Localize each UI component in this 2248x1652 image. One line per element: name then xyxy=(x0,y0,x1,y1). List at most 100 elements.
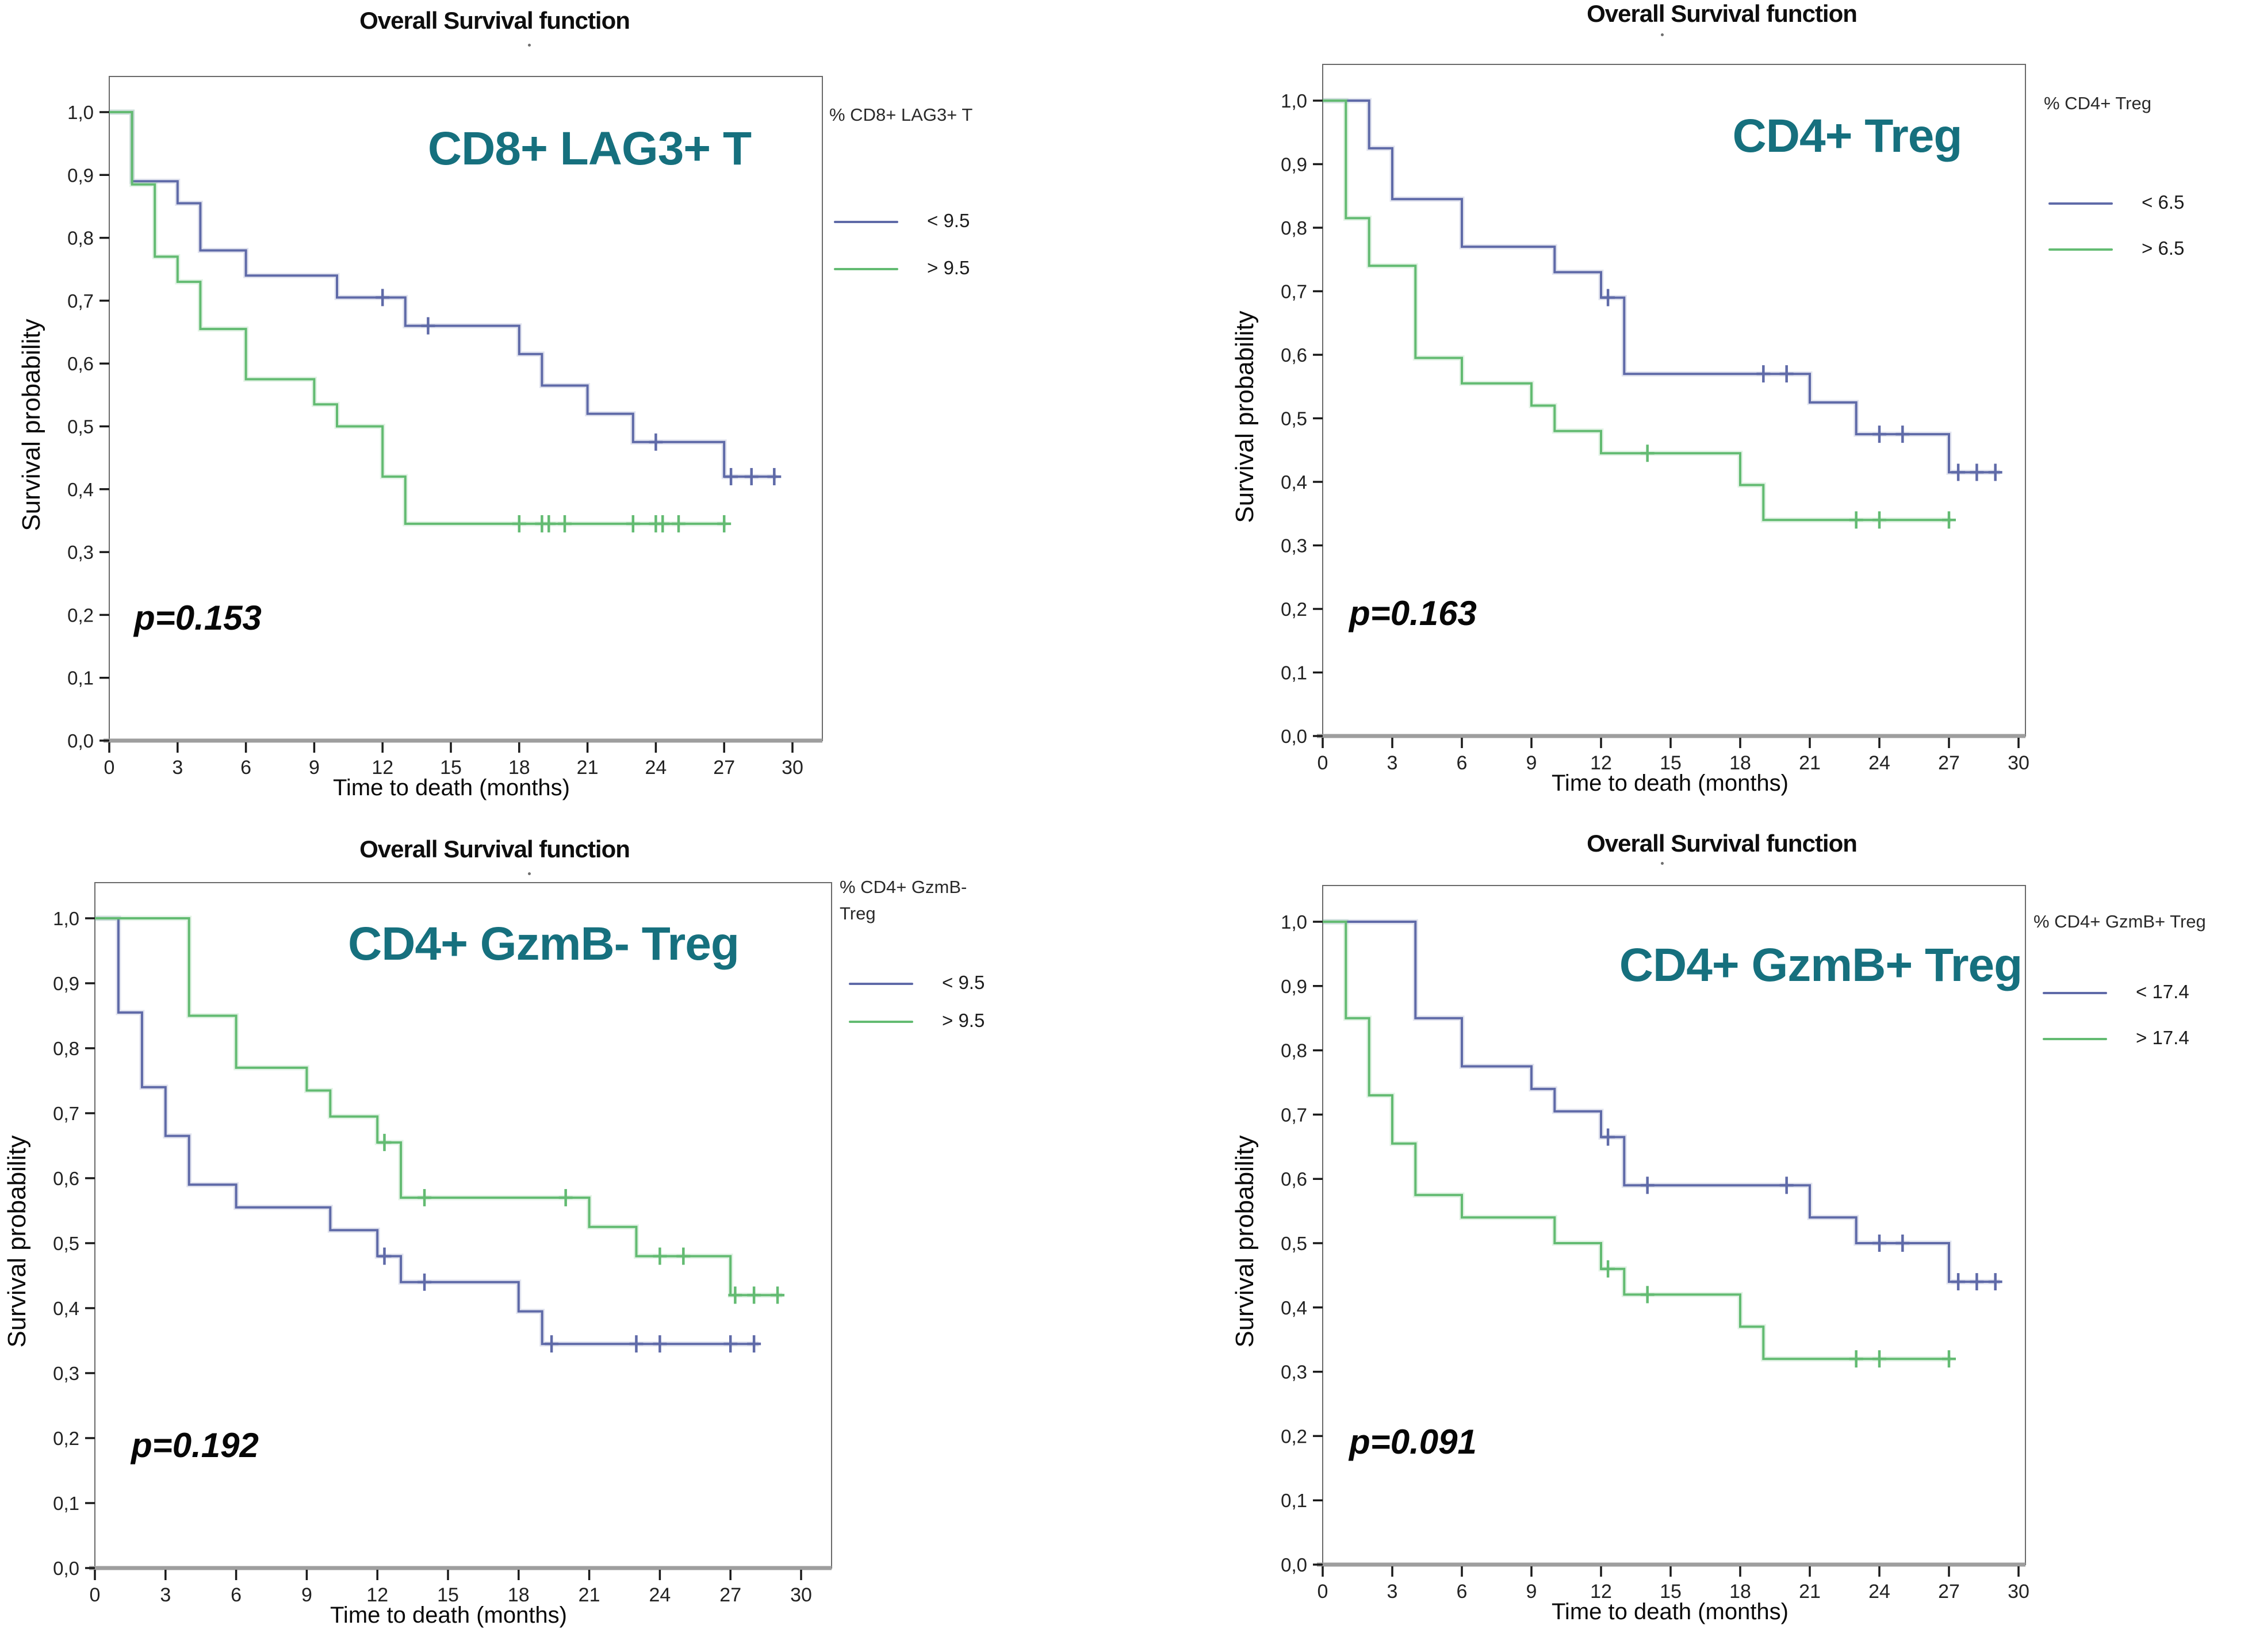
censor-mark-green xyxy=(672,515,685,532)
x-tick-label: 18 xyxy=(1729,1581,1751,1603)
y-tick-label: 0,2 xyxy=(1281,599,1307,620)
x-tick-label: 0 xyxy=(1318,1581,1328,1603)
censor-mark-green xyxy=(1849,511,1863,529)
km-plot: 0,0 0,1 0,2 0,3 0,4 0,5 0,6 0,7 0,8 0,9 1,0 0 3 6 9 12 1… xyxy=(1281,885,2029,1603)
censor-mark-blue xyxy=(1951,463,1966,481)
censor-mark-green xyxy=(1640,1286,1655,1304)
x-tick-label: 12 xyxy=(1590,1581,1612,1603)
legend-line-sample-blue xyxy=(849,983,913,985)
plot-frame xyxy=(1322,64,2026,737)
x-tick-label: 21 xyxy=(1799,1581,1821,1603)
y-tick-label: 0,8 xyxy=(1281,1040,1307,1061)
y-tick-label: 0,3 xyxy=(1281,535,1307,557)
km-curve-blue xyxy=(109,111,777,478)
artifact-dot xyxy=(1661,33,1664,36)
survival-panel-cd4-treg: Overall Survival function 0,0 0,1 0,2 0,3 0,… xyxy=(1124,0,2247,826)
y-tick-label: 0,9 xyxy=(1281,154,1307,175)
censor-mark-blue xyxy=(744,467,759,485)
y-tick-label: 0,0 xyxy=(1281,1554,1307,1576)
panel-label: CD8+ LAG3+ T xyxy=(427,122,752,175)
legend-line-sample-green xyxy=(2048,248,2113,251)
censor-mark-green xyxy=(1601,1260,1615,1278)
p-value-text: p=0.091 xyxy=(1349,1423,1477,1461)
x-tick-label: 12 xyxy=(372,757,393,779)
x-tick-label: 27 xyxy=(719,1584,741,1606)
censor-mark-blue xyxy=(1988,1273,2002,1291)
plot-frame xyxy=(109,76,823,741)
y-tick-label: 0,9 xyxy=(53,973,79,994)
censor-mark-blue xyxy=(1872,426,1886,443)
legend-entry-label: > 9.5 xyxy=(927,257,970,278)
x-tick-label: 9 xyxy=(301,1584,312,1606)
y-tick-label: 0,5 xyxy=(1281,1233,1307,1254)
x-tick-label: 0 xyxy=(1318,752,1328,774)
x-tick-label: 21 xyxy=(577,757,599,779)
y-tick-label: 0,7 xyxy=(1281,281,1307,302)
y-tick-label: 0,0 xyxy=(67,730,94,752)
y-tick-label: 0,2 xyxy=(1281,1425,1307,1447)
censor-mark-blue xyxy=(723,1335,738,1353)
y-tick-label: 0,6 xyxy=(53,1168,79,1189)
chart-title: Overall Survival function xyxy=(359,835,630,863)
survival-panel-cd8-lag3: Overall Survival function 0,0 0,1 0,2 0,3 0,… xyxy=(0,0,1124,826)
y-tick-label: 0,7 xyxy=(53,1103,79,1124)
x-tick-label: 15 xyxy=(440,757,462,779)
y-tick-label: 0,6 xyxy=(1281,344,1307,366)
censor-mark-green xyxy=(653,1247,667,1265)
x-tick-label: 15 xyxy=(1660,1581,1682,1603)
artifact-dot xyxy=(528,44,531,47)
legend-title: % CD4+ GzmB+ Treg xyxy=(2033,911,2206,932)
censor-mark-blue xyxy=(724,467,738,485)
censor-mark-blue xyxy=(653,1335,667,1353)
censor-mark-green xyxy=(747,1286,761,1304)
y-tick-label: 0,3 xyxy=(53,1363,79,1384)
y-tick-label: 0,2 xyxy=(67,604,94,626)
x-tick-label: 24 xyxy=(1868,752,1890,774)
x-axis-title: Time to death (months) xyxy=(1551,771,1789,796)
legend-title: % CD8+ LAG3+ T xyxy=(829,105,973,125)
censor-mark-blue xyxy=(1872,1235,1886,1252)
x-tick-label: 15 xyxy=(437,1584,459,1606)
y-tick-label: 0,4 xyxy=(1281,1297,1307,1318)
censor-mark-green xyxy=(512,515,526,532)
censor-mark-blue xyxy=(1951,1273,1966,1291)
censor-mark-green xyxy=(656,515,670,532)
artifact-dot xyxy=(528,872,531,875)
y-tick-label: 0,6 xyxy=(1281,1168,1307,1190)
y-tick-label: 0,8 xyxy=(53,1038,79,1059)
y-tick-label: 0,1 xyxy=(1281,662,1307,684)
censor-mark-blue xyxy=(377,1247,392,1265)
x-tick-label: 15 xyxy=(1660,752,1682,774)
censor-mark-blue xyxy=(418,1273,432,1291)
y-tick-label: 0,5 xyxy=(67,416,94,438)
km-plot: 0,0 0,1 0,2 0,3 0,4 0,5 0,6 0,7 0,8 0,9 1,0 0 3 6 9 12 1… xyxy=(67,76,823,779)
km-plot: 0,0 0,1 0,2 0,3 0,4 0,5 0,6 0,7 0,8 0,9 1,0 0 3 6 9 12 1… xyxy=(53,882,832,1606)
legend-entry-label: < 9.5 xyxy=(942,972,985,993)
censor-mark-blue xyxy=(1779,365,1794,383)
x-tick-label: 24 xyxy=(649,1584,671,1606)
y-tick-label: 1,0 xyxy=(1281,90,1307,112)
y-tick-label: 0,8 xyxy=(1281,217,1307,239)
y-tick-label: 0,3 xyxy=(67,542,94,563)
censor-mark-blue xyxy=(1895,426,1910,443)
censor-mark-blue xyxy=(1988,463,2002,481)
x-tick-label: 21 xyxy=(579,1584,600,1606)
x-tick-label: 6 xyxy=(1457,752,1468,774)
y-tick-label: 1,0 xyxy=(67,102,94,123)
y-tick-label: 0,3 xyxy=(1281,1362,1307,1383)
x-tick-label: 3 xyxy=(1387,1581,1398,1603)
y-tick-label: 0,2 xyxy=(53,1428,79,1449)
censor-mark-green xyxy=(717,515,732,532)
y-tick-label: 0,9 xyxy=(1281,976,1307,997)
censor-mark-green xyxy=(542,515,556,532)
censor-mark-green xyxy=(676,1247,691,1265)
chart-title: Overall Survival function xyxy=(1587,0,1858,27)
censor-mark-green xyxy=(1849,1350,1863,1368)
x-tick-label: 21 xyxy=(1799,752,1821,774)
censor-mark-blue xyxy=(1779,1176,1794,1194)
y-tick-label: 1,0 xyxy=(53,908,79,929)
x-tick-label: 0 xyxy=(104,757,115,779)
x-tick-label: 12 xyxy=(366,1584,388,1606)
x-tick-label: 6 xyxy=(1457,1581,1468,1603)
legend-entry-label: < 9.5 xyxy=(927,210,970,231)
